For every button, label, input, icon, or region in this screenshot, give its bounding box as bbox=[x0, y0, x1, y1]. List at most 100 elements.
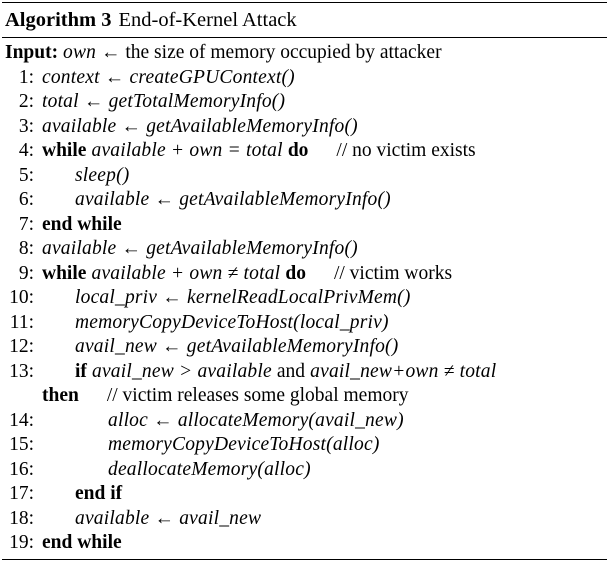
keyword: while bbox=[42, 140, 87, 161]
top-rule bbox=[2, 2, 607, 3]
algorithm-line: 9: while available + own ≠ total do // vic… bbox=[2, 262, 607, 287]
line-number: 14: bbox=[9, 409, 34, 431]
algorithm-line: 2: total ← getTotalMemoryInfo() bbox=[2, 90, 607, 115]
algorithm-body: Input: own ← the size of memory occupied… bbox=[2, 38, 607, 559]
keyword: then bbox=[42, 385, 79, 406]
line-content: avail_new ← getAvailableMemoryInfo() bbox=[42, 336, 398, 357]
input-keyword: Input: bbox=[5, 42, 59, 63]
algorithm-line: 11: memoryCopyDeviceToHost(local_priv) bbox=[2, 311, 607, 336]
line-content: sleep() bbox=[42, 165, 129, 186]
line-number: 2: bbox=[18, 91, 34, 112]
math-expression: deallocateMemory(alloc) bbox=[108, 458, 311, 480]
math-expression: avail_new+own ≠ total bbox=[305, 360, 497, 382]
caption-rule bbox=[2, 37, 607, 38]
algorithm-line: 16: deallocateMemory(alloc) bbox=[2, 458, 607, 483]
line-content: end if bbox=[42, 483, 122, 504]
math-expression: sleep() bbox=[75, 164, 130, 186]
algorithm-line: 17: end if bbox=[2, 482, 607, 507]
line-content: while available + own = total do // no vi… bbox=[42, 140, 476, 161]
line-number: 12: bbox=[9, 336, 34, 357]
keyword: while bbox=[42, 262, 87, 284]
line-content: if avail_new > available and avail_new+o… bbox=[42, 361, 496, 382]
line-content: available ← avail_new bbox=[42, 508, 261, 529]
input-line: Input: own ← the size of memory occupied… bbox=[2, 41, 607, 66]
line-number: 17: bbox=[9, 483, 34, 504]
line-content: memoryCopyDeviceToHost(alloc) bbox=[42, 434, 380, 455]
algorithm-caption: Algorithm 3 End-of-Kernel Attack bbox=[2, 3, 607, 37]
line-number: 10: bbox=[9, 287, 34, 308]
line-number: 13: bbox=[9, 360, 34, 382]
math-expression: available ← avail_new bbox=[75, 507, 262, 529]
comment: // no victim exists bbox=[336, 140, 476, 161]
algorithm-line: then // victim releases some global memor… bbox=[2, 384, 607, 409]
line-content: total ← getTotalMemoryInfo() bbox=[42, 91, 285, 112]
input-text: own ← the size of memory occupied by att… bbox=[63, 42, 442, 63]
keyword: end if bbox=[75, 483, 123, 504]
line-content: alloc ← allocateMemory(avail_new) bbox=[42, 410, 404, 431]
line-number: 18: bbox=[9, 507, 34, 529]
algorithm-label: Algorithm 3 bbox=[5, 8, 112, 31]
line-content: available ← getAvailableMemoryInfo() bbox=[42, 116, 358, 137]
algorithm-line: 10: local_priv ← kernelReadLocalPrivMem() bbox=[2, 286, 607, 311]
math-expression: memoryCopyDeviceToHost(alloc) bbox=[108, 434, 380, 455]
math-expression: local_priv ← kernelReadLocalPrivMem() bbox=[75, 287, 411, 308]
comment: // victim works bbox=[333, 262, 453, 284]
line-content: then // victim releases some global memor… bbox=[42, 385, 408, 406]
keyword: end while bbox=[42, 213, 122, 235]
line-content: end while bbox=[42, 214, 122, 235]
math-expression: context ← createGPUContext() bbox=[42, 66, 295, 88]
line-content: available ← getAvailableMemoryInfo() bbox=[42, 189, 391, 210]
line-content: local_priv ← kernelReadLocalPrivMem() bbox=[42, 287, 411, 308]
line-number: 1: bbox=[18, 66, 34, 88]
math-expression: alloc ← allocateMemory(avail_new) bbox=[108, 409, 404, 431]
math-expression: available + own ≠ total bbox=[86, 262, 286, 284]
text: and bbox=[276, 360, 306, 382]
algorithm-line: 13: if avail_new > available and avail_ne… bbox=[2, 360, 607, 385]
line-content: context ← createGPUContext() bbox=[42, 67, 295, 88]
math-expression: available ← getAvailableMemoryInfo() bbox=[42, 238, 358, 259]
line-number: 3: bbox=[18, 115, 34, 137]
math-expression: avail_new > available bbox=[86, 360, 277, 382]
algorithm-line: 15: memoryCopyDeviceToHost(alloc) bbox=[2, 433, 607, 458]
algorithm-line: 5: sleep() bbox=[2, 164, 607, 189]
algorithm-line: 18: available ← avail_new bbox=[2, 507, 607, 532]
math-expression: available + own = total bbox=[86, 140, 288, 161]
line-number: 4: bbox=[18, 140, 34, 161]
line-number: 19: bbox=[9, 532, 34, 553]
line-content: deallocateMemory(alloc) bbox=[42, 459, 311, 480]
keyword: if bbox=[75, 360, 87, 382]
line-number: 8: bbox=[18, 238, 34, 259]
algorithm-line: 7: end while bbox=[2, 213, 607, 238]
algorithm-line: 3: available ← getAvailableMemoryInfo() bbox=[2, 115, 607, 140]
math-expression: avail_new ← getAvailableMemoryInfo() bbox=[75, 336, 399, 357]
algorithm-line: 14: alloc ← allocateMemory(avail_new) bbox=[2, 409, 607, 434]
comment: // victim releases some global memory bbox=[106, 385, 409, 406]
line-number: 15: bbox=[9, 434, 34, 455]
keyword: do bbox=[285, 262, 306, 284]
line-content: end while bbox=[42, 532, 122, 553]
bottom-rule bbox=[2, 558, 607, 560]
algorithm-block: Algorithm 3 End-of-Kernel Attack Input: … bbox=[2, 2, 607, 560]
line-number: 7: bbox=[18, 213, 34, 235]
algorithm-line: 8: available ← getAvailableMemoryInfo() bbox=[2, 237, 607, 262]
line-number: 11: bbox=[9, 311, 34, 333]
algorithm-title: End-of-Kernel Attack bbox=[118, 8, 297, 31]
keyword: do bbox=[287, 140, 309, 161]
line-content: while available + own ≠ total do // victi… bbox=[42, 263, 452, 284]
algorithm-line: 19: end while bbox=[2, 531, 607, 556]
math-expression: available ← getAvailableMemoryInfo() bbox=[42, 115, 358, 137]
line-content: memoryCopyDeviceToHost(local_priv) bbox=[42, 312, 389, 333]
math-expression: total ← getTotalMemoryInfo() bbox=[42, 91, 286, 112]
algorithm-line: 12: avail_new ← getAvailableMemoryInfo() bbox=[2, 335, 607, 360]
keyword: end while bbox=[42, 532, 122, 553]
line-number: 16: bbox=[9, 458, 34, 480]
algorithm-line: 4: while available + own = total do // no … bbox=[2, 139, 607, 164]
algorithm-line: 1: context ← createGPUContext() bbox=[2, 66, 607, 91]
line-number: 6: bbox=[18, 189, 34, 210]
math-expression: available ← getAvailableMemoryInfo() bbox=[75, 189, 391, 210]
math-expression: memoryCopyDeviceToHost(local_priv) bbox=[75, 311, 389, 333]
algorithm-line: 6: available ← getAvailableMemoryInfo() bbox=[2, 188, 607, 213]
line-number: 9: bbox=[18, 262, 34, 284]
line-number: 5: bbox=[18, 164, 34, 186]
line-content: available ← getAvailableMemoryInfo() bbox=[42, 238, 358, 259]
